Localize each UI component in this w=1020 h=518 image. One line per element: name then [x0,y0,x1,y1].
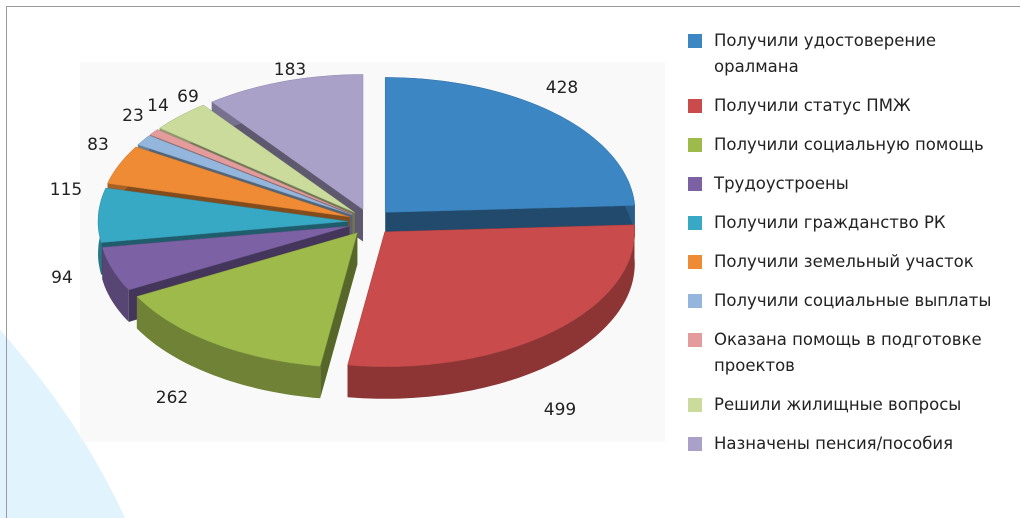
slice-top [136,232,358,367]
slice-top [149,129,353,215]
slice-top [384,77,636,213]
slice-top [159,104,355,213]
legend-swatch [688,99,702,113]
data-label: 262 [156,388,188,408]
legend-item: Получили гражданство РК [688,210,998,236]
legend-swatch [688,138,702,152]
slice-wall [102,247,129,322]
legend-swatch [688,177,702,191]
data-label: 499 [544,400,576,420]
data-label: 83 [87,135,109,155]
slice-top [107,146,350,218]
frame [6,6,1020,518]
legend-item: Получили земельный участок [688,249,998,275]
slice-top [97,187,349,243]
legend-item: Получили социальные выплаты [688,288,998,314]
legend-label: Получили статус ПМЖ [714,96,911,115]
legend-label: Получили земельный участок [714,252,974,271]
data-label: 183 [274,60,306,80]
legend-item: Получили статус ПМЖ [688,93,998,119]
legend-label: Назначены пенсия/пособия [714,434,954,453]
legend-item: Назначены пенсия/пособия [688,431,998,457]
legend-swatch [688,333,702,347]
legend-swatch [688,255,702,269]
legend-label: Получили удостоверение оралмана [714,31,937,76]
slice-wall [136,296,321,399]
legend-swatch [688,294,702,308]
pie [97,74,636,399]
legend-label: Получили гражданство РК [714,213,946,232]
slice-top [211,74,364,210]
legend-item: Решили жилищные вопросы [688,392,998,418]
legend-item: Получили удостоверение оралмана [688,28,998,80]
legend-label: Трудоустроены [714,174,849,193]
legend-item: Трудоустроены [688,171,998,197]
legend-swatch [688,216,702,230]
legend: Получили удостоверение оралмана Получили … [688,28,998,470]
slice-top [347,224,636,368]
slice-top [137,135,352,215]
legend-label: Оказана помощь в подготовке проектов [714,330,982,375]
slice-side [320,232,358,399]
legend-label: Решили жилищные вопросы [714,395,962,414]
data-label: 14 [147,96,169,116]
data-label: 23 [122,106,144,126]
legend-swatch [688,437,702,451]
slice [136,232,358,399]
legend-item: Получили социальную помощь [688,132,998,158]
slice-wall [347,224,635,399]
slice-top [101,225,350,291]
legend-swatch [688,398,702,412]
legend-item: Оказана помощь в подготовке проектов [688,327,998,379]
legend-swatch [688,34,702,48]
decor [0,330,125,518]
data-label: 428 [546,78,578,98]
data-label: 115 [50,180,82,200]
legend-label: Получили социальную помощь [714,135,984,154]
legend-label: Получили социальные выплаты [714,291,992,310]
slice [347,224,636,399]
data-label: 94 [51,268,73,288]
data-label: 69 [177,87,199,107]
